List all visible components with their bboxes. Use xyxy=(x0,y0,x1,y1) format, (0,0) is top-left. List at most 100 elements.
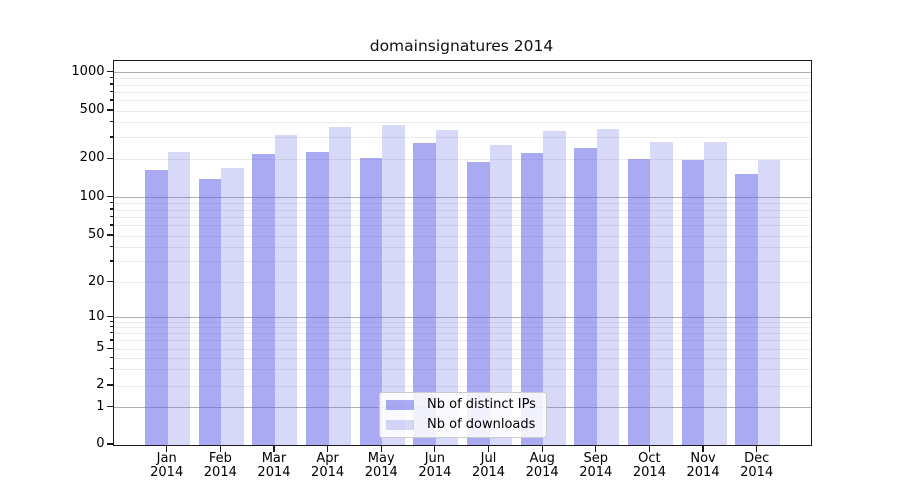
y-minor-tick-mark xyxy=(110,83,113,85)
y-grid-minor xyxy=(114,357,811,359)
y-tick-mark xyxy=(106,347,113,349)
plot-area xyxy=(113,60,812,446)
y-tick-label-20: 20 xyxy=(87,273,105,289)
y-grid-minor xyxy=(114,137,811,139)
y-tick-label-10: 10 xyxy=(87,308,105,324)
x-tick-mark xyxy=(327,445,329,452)
y-minor-tick-mark xyxy=(110,339,113,341)
bar-nb-of-downloads-aug xyxy=(543,131,566,445)
y-tick-mark xyxy=(106,315,113,318)
y-grid-major xyxy=(114,72,811,74)
y-grid-minor xyxy=(114,225,811,227)
y-grid-minor xyxy=(114,84,811,86)
y-tick-label-50: 50 xyxy=(87,227,105,242)
y-tick-mark xyxy=(106,443,113,445)
y-grid-minor xyxy=(114,348,811,350)
y-grid-minor xyxy=(114,282,811,283)
y-grid-minor xyxy=(114,235,811,237)
bar-nb-of-distinct-ips-mar xyxy=(252,153,275,445)
bar-nb-of-downloads-sep xyxy=(596,129,620,445)
bar-nb-of-distinct-ips-jun xyxy=(413,142,436,445)
y-minor-tick-mark xyxy=(110,201,113,204)
legend-label-distinct-ips: Nb of distinct IPs xyxy=(427,397,536,412)
y-minor-tick-mark xyxy=(110,326,113,328)
x-tick-mark xyxy=(434,445,436,452)
legend-swatch-downloads xyxy=(386,420,414,430)
y-grid-minor xyxy=(114,91,811,93)
x-tick-label-nov: Nov 2014 xyxy=(686,451,720,480)
y-tick-mark xyxy=(106,234,113,236)
legend-swatch-distinct-ips xyxy=(386,400,414,410)
y-minor-tick-mark xyxy=(110,208,113,210)
x-tick-label-jul: Jul 2014 xyxy=(471,451,506,480)
legend-item-distinct-ips: Nb of distinct IPs xyxy=(386,396,536,414)
y-tick-mark xyxy=(106,280,113,283)
y-tick-mark xyxy=(106,196,113,198)
y-tick-label-500: 500 xyxy=(79,102,105,117)
y-minor-tick-mark xyxy=(110,332,113,334)
y-minor-tick-mark xyxy=(110,121,113,123)
bar-nb-of-downloads-may xyxy=(382,124,405,445)
bar-nb-of-distinct-ips-aug xyxy=(520,153,544,445)
y-minor-tick-mark xyxy=(110,224,113,226)
y-grid-minor xyxy=(114,122,811,124)
y-tick-mark xyxy=(106,71,113,73)
y-minor-tick-mark xyxy=(110,260,113,262)
x-tick-label-mar: Mar 2014 xyxy=(257,451,291,480)
y-minor-tick-mark xyxy=(110,215,113,217)
bar-nb-of-distinct-ips-jul xyxy=(467,162,490,445)
y-tick-mark xyxy=(106,406,113,408)
x-tick-label-may: May 2014 xyxy=(364,451,398,480)
x-tick-mark xyxy=(487,445,490,452)
y-grid-minor xyxy=(114,261,811,263)
y-grid-minor xyxy=(114,246,811,248)
y-grid-major xyxy=(114,317,811,318)
x-tick-label-feb: Feb 2014 xyxy=(203,451,237,480)
bar-nb-of-downloads-feb xyxy=(221,168,244,445)
chart-title: domainsignatures 2014 xyxy=(369,37,554,55)
y-minor-tick-mark xyxy=(110,368,113,370)
bar-nb-of-distinct-ips-may xyxy=(359,158,383,445)
bar-nb-of-downloads-nov xyxy=(704,142,727,445)
x-tick-mark xyxy=(219,445,221,452)
y-grid-minor xyxy=(114,321,811,323)
x-tick-label-oct: Oct 2014 xyxy=(632,451,666,480)
legend-label-downloads: Nb of downloads xyxy=(427,417,536,432)
y-minor-tick-mark xyxy=(110,99,113,101)
y-minor-tick-mark xyxy=(110,90,113,92)
y-grid-minor xyxy=(114,385,811,387)
y-tick-label-1: 1 xyxy=(96,398,105,414)
x-tick-label-dec: Dec 2014 xyxy=(740,451,774,480)
bar-nb-of-distinct-ips-oct xyxy=(627,158,651,445)
y-grid-minor xyxy=(114,327,811,329)
bar-nb-of-downloads-jan xyxy=(167,151,191,445)
bar-nb-of-downloads-dec xyxy=(757,160,781,445)
y-minor-tick-mark xyxy=(110,136,113,138)
x-tick-mark xyxy=(166,445,168,452)
y-minor-tick-mark xyxy=(110,320,113,322)
bar-nb-of-downloads-mar xyxy=(274,135,298,445)
legend-item-downloads: Nb of downloads xyxy=(386,416,535,434)
x-tick-label-sep: Sep 2014 xyxy=(579,451,613,480)
y-tick-mark xyxy=(106,109,113,111)
x-tick-mark xyxy=(648,445,650,452)
bar-nb-of-downloads-oct xyxy=(650,141,673,445)
y-grid-minor xyxy=(114,209,811,211)
x-tick-label-aug: Aug 2014 xyxy=(525,451,559,480)
y-minor-tick-mark xyxy=(110,356,113,358)
y-grid-minor xyxy=(114,333,811,335)
x-tick-mark xyxy=(380,445,382,452)
y-minor-tick-mark xyxy=(110,245,113,247)
y-grid-minor xyxy=(114,158,811,160)
y-grid-minor xyxy=(114,216,811,218)
y-tick-label-200: 200 xyxy=(79,150,105,166)
legend: Nb of distinct IPs Nb of downloads xyxy=(379,392,547,438)
y-tick-mark xyxy=(106,384,113,386)
y-grid-minor xyxy=(114,100,811,102)
bar-nb-of-distinct-ips-sep xyxy=(574,147,597,445)
x-tick-label-apr: Apr 2014 xyxy=(311,451,345,480)
y-grid-minor xyxy=(114,203,811,205)
y-minor-tick-mark xyxy=(110,76,113,79)
y-tick-label-1000: 1000 xyxy=(71,63,105,79)
